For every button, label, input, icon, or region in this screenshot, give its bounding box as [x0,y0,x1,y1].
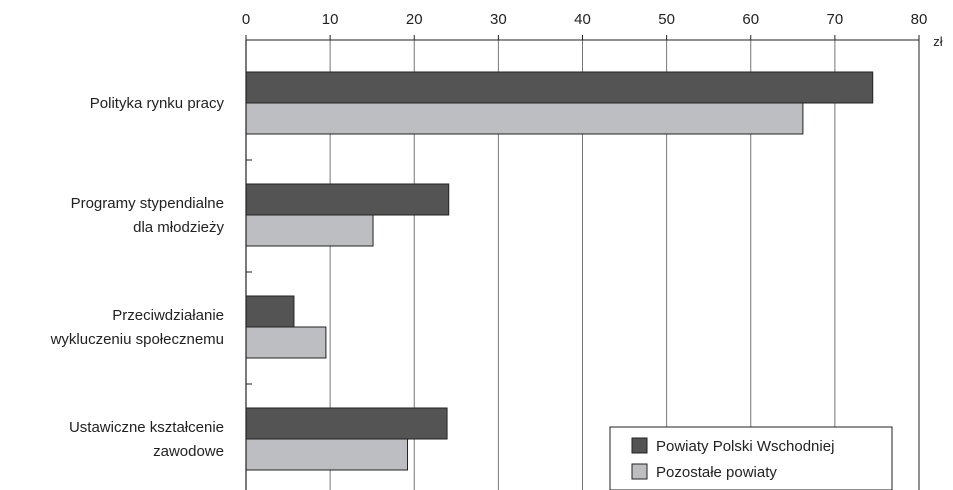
category-label-1-line-1: dla młodzieży [133,219,224,236]
bar-other-1 [245,214,374,247]
bar-other-2 [245,326,327,359]
x-tick-label-50: 50 [658,11,675,28]
bar-other-0 [245,102,804,135]
x-axis-unit-label: zł [933,34,943,49]
legend: Powiaty Polski Wschodniej Pozostałe powi… [609,426,893,490]
bar-eastern-0 [245,71,874,104]
bar-eastern-3 [245,407,448,440]
x-tick-label-30: 30 [490,11,507,28]
legend-swatch-eastern [631,437,648,454]
x-tick-label-80: 80 [911,11,928,28]
category-label-2-line-1: wykluczeniu społecznemu [50,331,224,348]
x-tick-label-0: 0 [242,11,250,28]
legend-label-other: Pozostałe powiaty [656,464,777,481]
bar-eastern-2 [245,295,295,328]
x-tick-label-60: 60 [742,11,759,28]
category-label-2-line-0: Przeciwdziałanie [112,307,224,324]
category-label-3-line-0: Ustawiczne kształcenie [69,419,224,436]
x-tick-label-40: 40 [574,11,591,28]
category-labels: Polityka rynku pracy Programy stypendialn… [50,95,225,460]
x-tick-label-70: 70 [827,11,844,28]
bar-other-3 [245,438,409,471]
bar-eastern-1 [245,183,450,216]
x-tick-label-20: 20 [406,11,423,28]
legend-label-eastern: Powiaty Polski Wschodniej [656,438,834,455]
legend-swatch-other [631,463,648,480]
x-axis: 0 10 20 30 40 50 60 70 80 [242,11,928,490]
legend-box [609,426,893,490]
category-label-0-line-0: Polityka rynku pracy [90,95,225,112]
category-label-3-line-1: zawodowe [153,443,224,460]
x-tick-label-10: 10 [322,11,339,28]
category-label-1-line-0: Programy stypendialne [71,195,224,212]
